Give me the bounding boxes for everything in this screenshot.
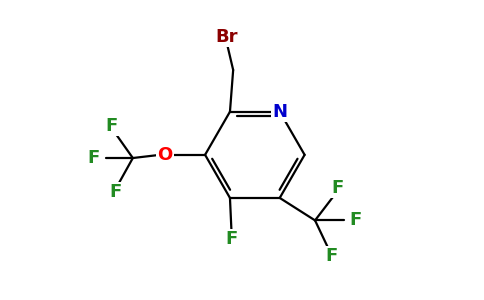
Text: F: F bbox=[106, 117, 118, 135]
Text: F: F bbox=[325, 247, 337, 265]
Text: Br: Br bbox=[215, 28, 238, 46]
Text: F: F bbox=[332, 179, 344, 197]
Text: F: F bbox=[88, 149, 100, 167]
Text: O: O bbox=[157, 146, 173, 164]
Text: F: F bbox=[349, 212, 362, 230]
Text: F: F bbox=[109, 183, 121, 201]
Text: N: N bbox=[272, 103, 287, 121]
Text: F: F bbox=[226, 230, 238, 248]
